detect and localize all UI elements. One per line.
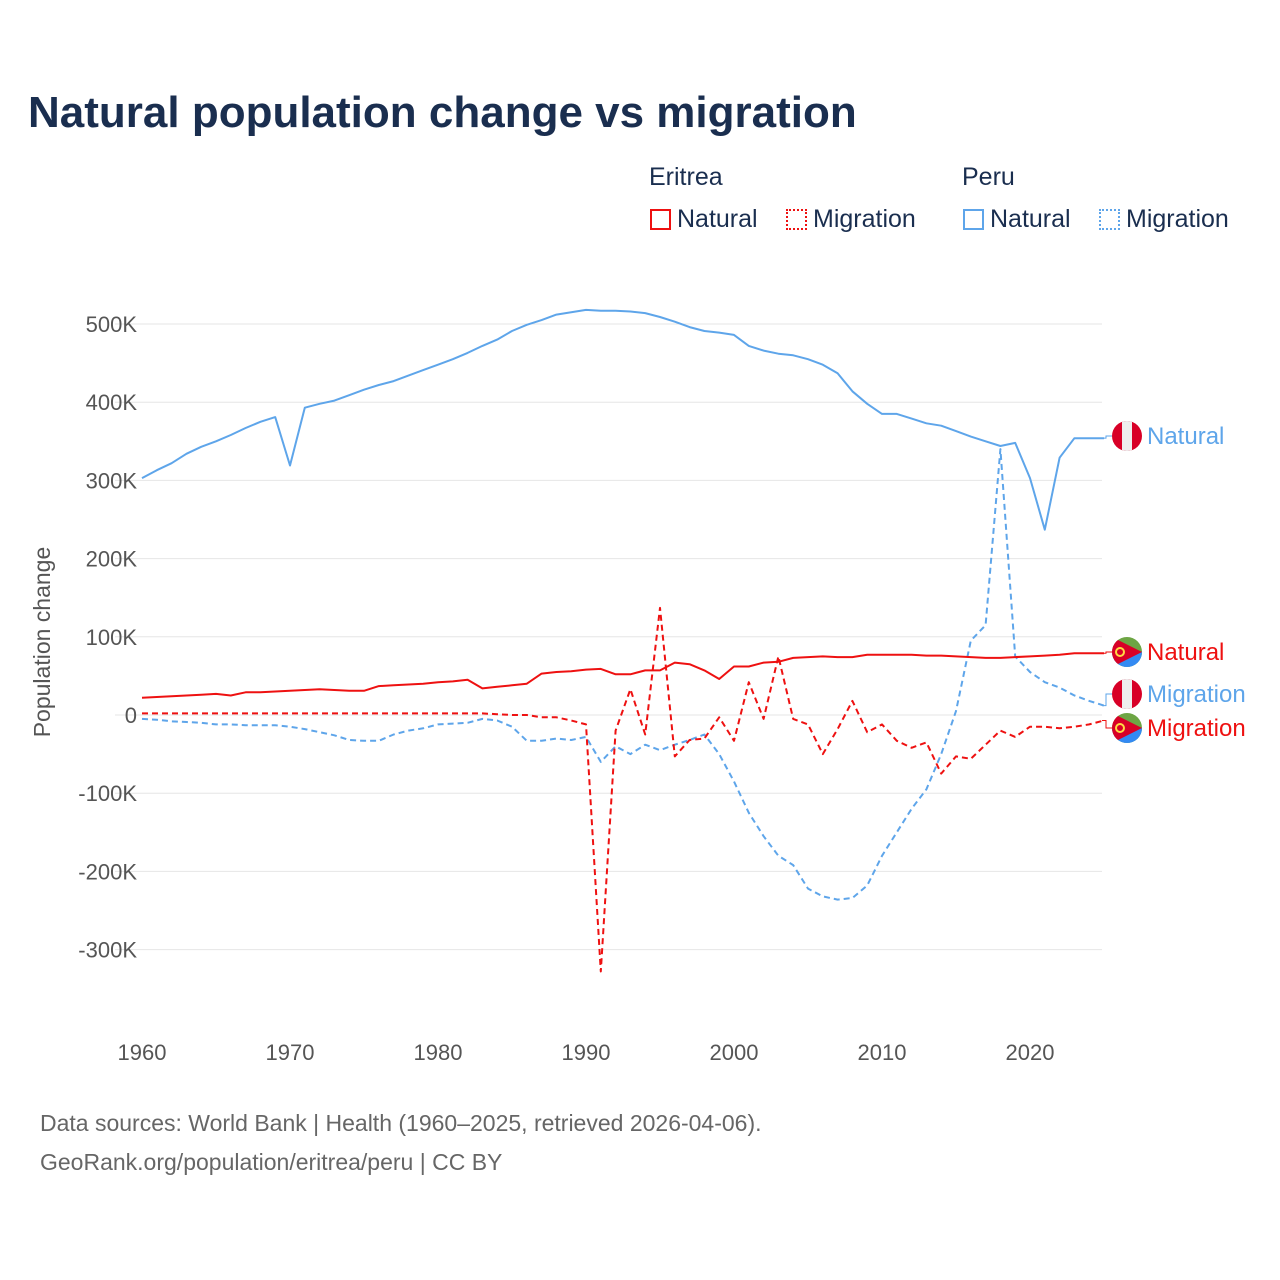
y-tick-label: 300K [86, 468, 138, 493]
end-label: Natural [1147, 639, 1224, 666]
legend-label: Migration [1126, 205, 1229, 233]
end-label: Migration [1147, 681, 1246, 708]
legend-label: Migration [813, 205, 916, 233]
legend-swatch-solid [963, 209, 984, 230]
y-axis-label: Population change [29, 547, 55, 738]
legend-eritrea-migration[interactable]: Migration [786, 205, 916, 234]
x-tick-label: 1960 [118, 1040, 167, 1065]
y-tick-label: 0 [125, 703, 137, 728]
y-tick-label: 500K [86, 312, 138, 337]
x-tick-label: 1980 [414, 1040, 463, 1065]
y-tick-label: -300K [78, 938, 137, 963]
eritrea-flag-icon [1112, 713, 1142, 743]
y-tick-label: 400K [86, 390, 138, 415]
x-tick-label: 1970 [266, 1040, 315, 1065]
series-line-eritrea-migration [142, 606, 1105, 973]
legend-label: Natural [677, 205, 758, 233]
y-tick-label: -100K [78, 781, 137, 806]
x-tick-label: 2020 [1006, 1040, 1055, 1065]
footer-link[interactable]: GeoRank.org/population/eritrea/peru | CC… [40, 1149, 503, 1175]
legend-swatch-dotted [1099, 209, 1120, 230]
peru-flag-icon [1112, 421, 1142, 451]
chart-title: Natural population change vs migration [28, 88, 857, 137]
y-tick-label: 100K [86, 625, 138, 650]
end-label: Migration [1147, 715, 1246, 742]
legend-swatch-dotted [786, 209, 807, 230]
y-tick-label: 200K [86, 547, 138, 572]
end-label-connector [1102, 693, 1112, 707]
footer-sources: Data sources: World Bank | Health (1960–… [40, 1110, 762, 1136]
x-tick-label: 2010 [858, 1040, 907, 1065]
series-line-peru-migration [141, 448, 1105, 901]
legend-group-eritrea: Eritrea [649, 163, 723, 191]
x-tick-label: 1990 [562, 1040, 611, 1065]
x-tick-label: 2000 [710, 1040, 759, 1065]
legend-peru-migration[interactable]: Migration [1099, 205, 1229, 234]
peru-flag-icon [1112, 679, 1142, 709]
eritrea-flag-icon [1112, 637, 1142, 667]
series-line-peru-natural [141, 308, 1104, 531]
legend-eritrea-natural[interactable]: Natural [650, 205, 758, 234]
series-line-eritrea-natural [141, 652, 1104, 699]
end-label: Natural [1147, 423, 1224, 450]
legend-peru-natural[interactable]: Natural [963, 205, 1071, 234]
end-label-connector [1102, 651, 1112, 654]
end-label-connector [1102, 719, 1112, 729]
legend-group-peru: Peru [962, 163, 1015, 191]
end-label-connector [1102, 435, 1112, 439]
legend-label: Natural [990, 205, 1071, 233]
legend-swatch-solid [650, 209, 671, 230]
y-tick-label: -200K [78, 859, 137, 884]
